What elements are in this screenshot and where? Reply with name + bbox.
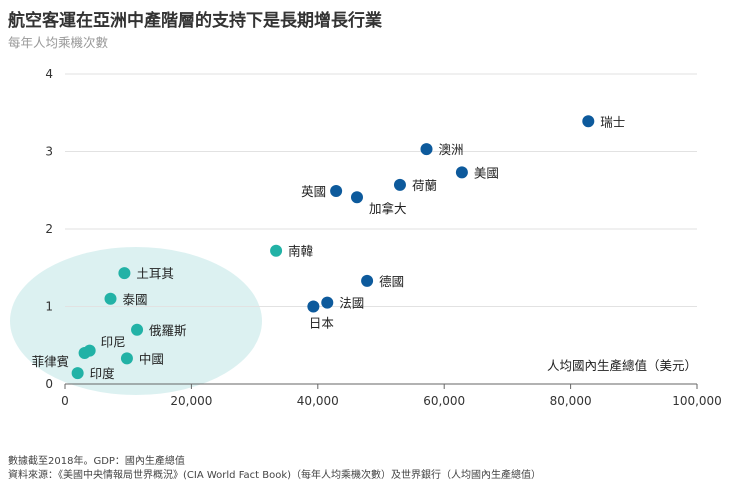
data-label: 法國	[339, 296, 364, 311]
x-tick-label: 40,000	[297, 394, 339, 408]
data-point	[120, 352, 133, 365]
data-point	[582, 115, 595, 128]
data-label: 泰國	[123, 292, 148, 307]
x-axis-title: 人均國內生產總值（美元）	[547, 358, 697, 373]
x-tick-label: 20,000	[170, 394, 212, 408]
data-point	[270, 244, 283, 257]
x-tick-label: 80,000	[550, 394, 592, 408]
x-tick-label: 60,000	[423, 394, 465, 408]
data-point	[321, 296, 334, 309]
data-point	[330, 185, 343, 198]
data-label: 菲律賓	[32, 354, 70, 369]
scatter-chart: 0 1 2 3 4 0 20,000 40,000 60,000 80,000 100,000 人均國…	[10, 67, 722, 408]
data-point	[307, 300, 320, 313]
chart-subtitle: 每年人均乘機次數	[8, 35, 109, 50]
data-label: 土耳其	[136, 266, 174, 281]
data-point	[118, 267, 131, 280]
chart-title: 航空客運在亞洲中產階層的支持下是長期增長行業	[8, 11, 382, 31]
x-tick-label: 0	[61, 394, 69, 408]
footnote: 數據截至2018年。GDP：國內生產總值	[8, 456, 185, 467]
highlight-ellipse	[10, 247, 262, 395]
data-label: 德國	[379, 274, 404, 289]
data-label: 俄羅斯	[149, 323, 187, 338]
data-label: 印尼	[101, 335, 126, 350]
data-label: 印度	[90, 366, 116, 381]
data-point	[131, 323, 144, 336]
data-label: 加拿大	[369, 201, 407, 216]
y-tick-label: 3	[45, 145, 53, 159]
data-point	[350, 191, 363, 204]
data-point	[361, 274, 374, 287]
data-point	[455, 166, 468, 179]
data-point	[393, 178, 406, 191]
x-tick-label: 100,000	[672, 394, 722, 408]
y-tick-label: 2	[45, 222, 53, 236]
data-point	[104, 292, 117, 305]
data-label: 澳洲	[439, 142, 464, 157]
data-label: 南韓	[288, 244, 313, 259]
data-label: 荷蘭	[412, 178, 437, 193]
source-note: 資料來源：《美國中央情報局世界概況》(CIA World Fact Book)（…	[8, 470, 542, 481]
data-point	[78, 347, 91, 359]
data-label: 瑞士	[600, 114, 625, 129]
data-point	[420, 143, 433, 156]
data-label: 美國	[474, 165, 499, 180]
y-tick-label: 1	[45, 300, 53, 314]
data-label: 英國	[301, 184, 326, 199]
y-tick-label: 0	[45, 377, 53, 391]
y-tick-label: 4	[45, 67, 53, 81]
data-label: 日本	[309, 316, 335, 331]
data-point	[71, 367, 84, 380]
data-label: 中國	[139, 351, 164, 366]
